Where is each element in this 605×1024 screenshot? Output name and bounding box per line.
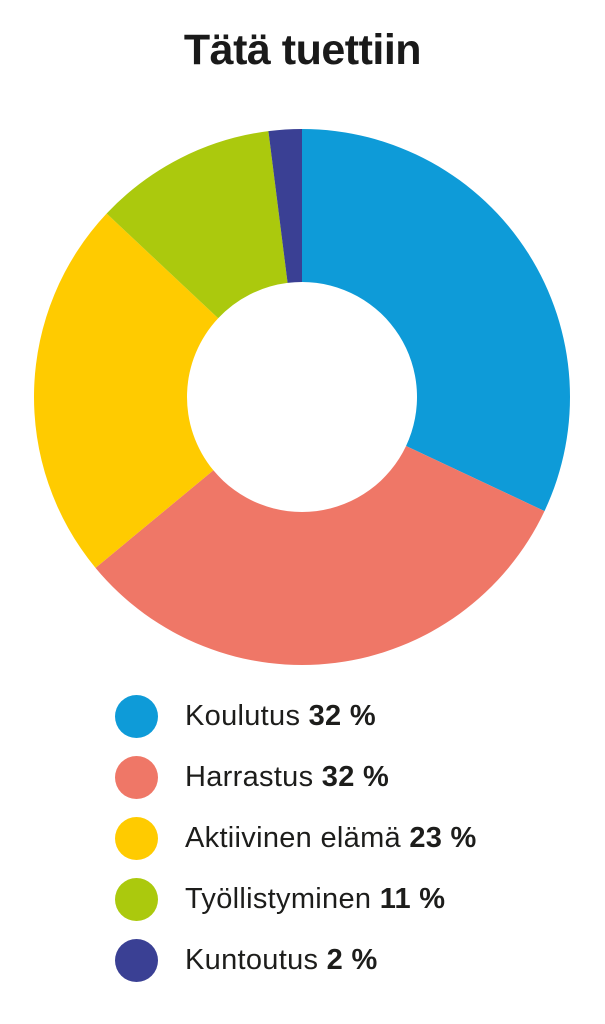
legend-text: Työllistyminen 11 %	[185, 883, 445, 916]
legend-label: Työllistyminen	[185, 883, 372, 915]
legend-dot-harrastus	[115, 756, 158, 799]
legend-text: Koulutus 32 %	[185, 700, 376, 733]
chart-legend: Koulutus 32 % Harrastus 32 % Aktiivinen el…	[115, 686, 477, 991]
chart-title: Tätä tuettiin	[183, 26, 422, 74]
legend-item-harrastus: Harrastus 32 %	[115, 747, 477, 808]
legend-percent: 32 %	[308, 700, 376, 732]
legend-label: Harrastus	[185, 761, 314, 793]
donut-chart	[33, 129, 570, 665]
donut-slice-harrastus	[95, 445, 545, 665]
legend-text: Kuntoutus 2 %	[185, 944, 378, 977]
legend-item-tyollistyminen: Työllistyminen 11 %	[115, 869, 477, 930]
legend-label: Aktiivinen elämä	[185, 822, 401, 854]
legend-percent: 11 %	[379, 883, 446, 915]
legend-item-koulutus: Koulutus 32 %	[115, 686, 477, 747]
donut-slice-kuntoutus	[268, 129, 302, 283]
legend-text: Aktiivinen elämä 23 %	[185, 822, 477, 855]
legend-percent: 23 %	[409, 822, 477, 854]
legend-text: Harrastus 32 %	[185, 761, 389, 794]
legend-dot-tyollistyminen	[115, 878, 158, 921]
legend-percent: 2 %	[326, 944, 378, 976]
legend-item-kuntoutus: Kuntoutus 2 %	[115, 930, 477, 991]
legend-label: Koulutus	[185, 700, 301, 732]
legend-label: Kuntoutus	[185, 944, 319, 976]
donut-slice-tyollistyminen	[106, 131, 288, 319]
legend-dot-koulutus	[115, 695, 158, 738]
legend-dot-kuntoutus	[115, 939, 158, 982]
legend-dot-aktiivinen-elama	[115, 817, 158, 860]
donut-slice-koulutus	[302, 129, 570, 512]
donut-slice-aktiivinen-elama	[33, 213, 219, 568]
legend-item-aktiivinen-elama: Aktiivinen elämä 23 %	[115, 808, 477, 869]
legend-percent: 32 %	[321, 761, 390, 793]
